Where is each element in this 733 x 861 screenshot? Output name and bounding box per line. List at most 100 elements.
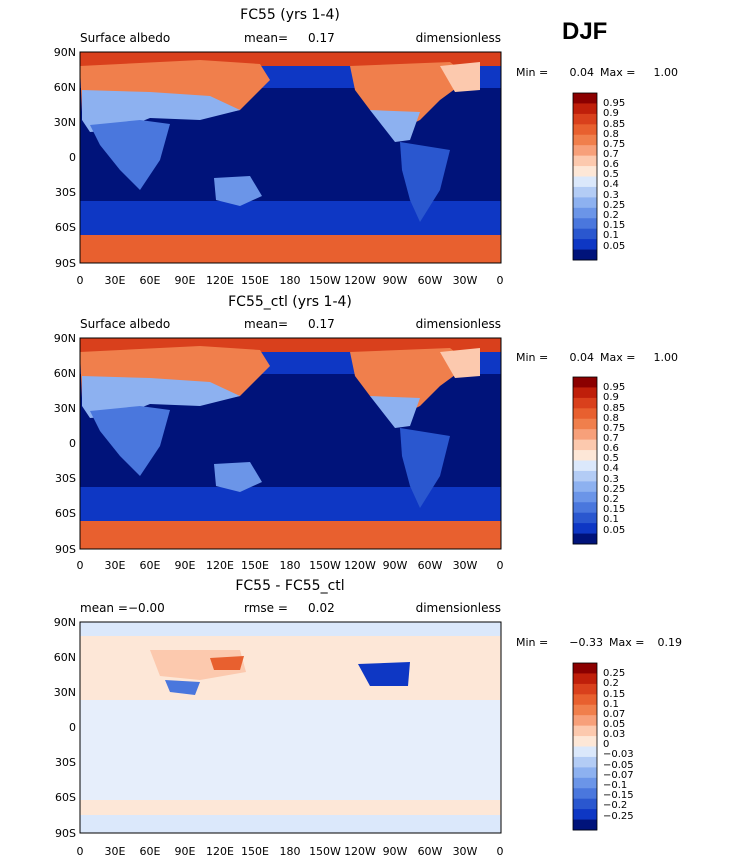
colorbar-label: −0.15 — [603, 790, 634, 801]
mean-value: −0.00 — [128, 601, 165, 615]
x-tick-label: 60W — [418, 559, 443, 572]
colorbar-label: −0.1 — [603, 780, 627, 791]
colorbar-swatch — [573, 491, 597, 503]
colorbar-label: 0.15 — [603, 220, 625, 231]
colorbar-label: 0.05 — [603, 241, 625, 252]
colorbar-label: 0.25 — [603, 668, 625, 679]
colorbar-swatch — [573, 124, 597, 136]
colorbar-swatch — [573, 809, 597, 820]
min-value: 0.04 — [570, 66, 595, 79]
panel-title: FC55_ctl (yrs 1-4) — [228, 294, 352, 310]
x-tick-label: 0 — [77, 559, 84, 572]
colorbar-label: 0.4 — [603, 463, 619, 474]
x-tick-label: 30E — [105, 559, 126, 572]
colorbar: 0.25 0.2 0.15 0.1 0.07 0.05 0.03 0 −0.03… — [572, 662, 634, 831]
colorbar-label: 0.15 — [603, 504, 625, 515]
x-tick-label: 60W — [418, 274, 443, 287]
asia-strong-positive — [210, 656, 244, 670]
north-america-south — [370, 396, 420, 428]
x-tick-label: 150W — [309, 274, 341, 287]
x-tick-label: 180 — [280, 845, 301, 858]
y-tick-label: 60S — [55, 791, 76, 804]
arctic-band — [80, 622, 501, 636]
colorbar-swatch — [573, 145, 597, 157]
colorbar-label: 0.85 — [603, 403, 625, 414]
colorbar-label: 0.2 — [603, 678, 619, 689]
x-tick-label: 180 — [280, 274, 301, 287]
colorbar-swatch — [573, 512, 597, 524]
colorbar-label: 0.9 — [603, 108, 619, 119]
colorbar-swatch — [573, 155, 597, 167]
y-tick-label: 30N — [54, 116, 76, 129]
antarctic-band — [80, 235, 501, 263]
antarctic-band — [80, 521, 501, 549]
colorbar-label: 0.07 — [603, 709, 625, 720]
colorbar-swatch — [573, 228, 597, 240]
y-axis: 90N 60N 30N 0 30S 60S 90S — [54, 332, 76, 556]
min-label: Min = — [516, 636, 548, 649]
colorbar-swatch — [573, 418, 597, 430]
colorbar-swatch — [573, 798, 597, 810]
colorbar-swatch — [573, 819, 597, 831]
x-tick-label: 30W — [453, 559, 478, 572]
colorbar-swatch — [573, 715, 597, 727]
map-frame — [79, 51, 502, 264]
colorbar: 0.95 0.9 0.85 0.8 0.75 0.7 0.6 0.5 0.4 0… — [572, 92, 625, 261]
x-tick-label: 150E — [241, 274, 269, 287]
y-tick-label: 60N — [54, 651, 76, 664]
colorbar-swatch — [573, 239, 597, 250]
colorbar-label: 0.1 — [603, 699, 619, 710]
mean-label: mean= — [244, 31, 288, 45]
colorbar-swatch — [573, 694, 597, 706]
colorbar-frame — [572, 376, 598, 545]
colorbar-swatch — [573, 249, 597, 261]
x-tick-label: 90W — [383, 274, 408, 287]
x-tick-label: 0 — [497, 274, 504, 287]
map-field — [80, 338, 501, 549]
min-value: 0.04 — [570, 351, 595, 364]
australia-land — [214, 462, 262, 492]
colorbar-swatch — [573, 377, 597, 388]
subtitle-left: Surface albedo — [80, 317, 170, 331]
map-frame — [79, 621, 502, 834]
south-america-land — [400, 142, 450, 222]
colorbar-label: 0.4 — [603, 179, 619, 190]
colorbar-swatch — [573, 207, 597, 219]
colorbar-label: −0.07 — [603, 770, 634, 781]
colorbar-swatch — [573, 683, 597, 695]
colorbar-swatch — [573, 470, 597, 482]
colorbar-swatch — [573, 725, 597, 737]
x-tick-label: 120E — [206, 559, 234, 572]
y-tick-label: 0 — [69, 437, 76, 450]
colorbar-swatch — [573, 704, 597, 716]
colorbar-label: 0.05 — [603, 525, 625, 536]
x-tick-label: 120W — [344, 845, 376, 858]
colorbar-swatch — [573, 746, 597, 758]
colorbar-label: −0.03 — [603, 749, 634, 760]
x-tick-label: 30W — [453, 845, 478, 858]
colorbar-label: 0.2 — [603, 494, 619, 505]
x-tick-label: 90W — [383, 559, 408, 572]
x-tick-label: 120E — [206, 845, 234, 858]
min-value: −0.33 — [569, 636, 603, 649]
y-tick-label: 60N — [54, 367, 76, 380]
southern-ocean-band — [80, 487, 501, 521]
season-label: DJF — [562, 18, 607, 45]
x-axis: 0 30E 60E 90E 120E 150E 180 150W 120W 90… — [77, 559, 504, 572]
colorbar-swatch — [573, 788, 597, 800]
colorbar: 0.95 0.9 0.85 0.8 0.75 0.7 0.6 0.5 0.4 0… — [572, 376, 625, 545]
colorbar-swatch — [573, 387, 597, 399]
colorbar-label: 0.9 — [603, 392, 619, 403]
colorbar-swatch — [573, 673, 597, 685]
colorbar-label: −0.25 — [603, 811, 634, 822]
max-label: Max = — [600, 351, 635, 364]
x-tick-label: 60E — [140, 274, 161, 287]
colorbar-label: 0.25 — [603, 484, 625, 495]
colorbar-swatch — [573, 777, 597, 789]
tropical-band — [80, 700, 501, 800]
colorbar-label: 0.05 — [603, 719, 625, 730]
x-tick-label: 150W — [309, 845, 341, 858]
min-label: Min = — [516, 351, 548, 364]
africa-land — [90, 120, 170, 190]
